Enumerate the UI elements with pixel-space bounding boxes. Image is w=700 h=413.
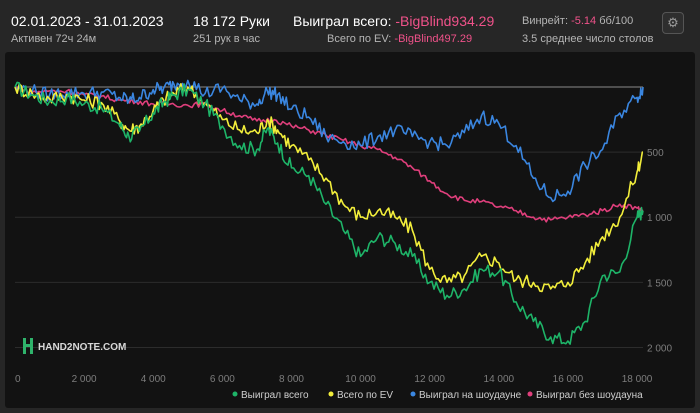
legend-label: Выиграл без шоудауна [536, 389, 643, 401]
y-tick-label: 1 000 [647, 213, 672, 224]
winrate: Винрейт: -5.14 бб/100 [522, 15, 633, 27]
active-time: Активен 72ч 24м [11, 33, 97, 45]
hands-per-hour: 251 рук в час [193, 33, 261, 45]
x-tick-label: 2 000 [72, 374, 97, 385]
chart-legend: Выиграл всего Всего по EV Выиграл на шоуда… [232, 389, 644, 401]
avg-tables: 3.5 среднее число столов [522, 33, 654, 45]
chart-series [14, 79, 644, 345]
ev-total-label: Всего по EV: [327, 33, 392, 45]
x-tick-label: 14 000 [484, 374, 515, 385]
y-tick-label: 2 000 [647, 343, 672, 354]
won-total-value: -BigBlind934.29 [395, 13, 495, 29]
legend-label: Выиграл всего [241, 390, 309, 401]
winrate-label: Винрейт: [522, 15, 569, 27]
series-line-0 [14, 81, 644, 345]
settings-button[interactable]: ⚙ [662, 12, 684, 34]
ev-total-value: -BigBlind497.29 [394, 33, 473, 45]
profit-chart: 500 1 000 1 500 2 000 0 2 000 4 000 6 000 8 000… [14, 79, 672, 401]
legend-marker [410, 391, 416, 397]
winrate-unit: бб/100 [599, 15, 634, 27]
won-total: Выиграл всего: -BigBlind934.29 [293, 13, 494, 29]
chart-grid [15, 151, 643, 348]
y-axis-labels: 500 1 000 1 500 2 000 [647, 148, 672, 354]
hand2note-logo-icon [23, 338, 33, 354]
series-line-2 [14, 79, 644, 203]
winrate-value: -5.14 [571, 15, 597, 27]
legend-item[interactable]: Всего по EV [328, 390, 394, 401]
legend-label: Выиграл на шоудауне [419, 390, 522, 401]
legend-marker [527, 391, 533, 397]
watermark-text: HAND2NOTE.COM [38, 342, 126, 353]
watermark: HAND2NOTE.COM [23, 338, 126, 354]
x-tick-label: 12 000 [414, 374, 445, 385]
x-axis-labels: 0 2 000 4 000 6 000 8 000 10 000 12 000 14 000 1… [15, 374, 653, 385]
legend-item[interactable]: Выиграл всего [232, 390, 310, 401]
series-line-1 [14, 83, 644, 293]
legend-marker [328, 391, 334, 397]
x-tick-label: 6 000 [210, 374, 235, 385]
x-tick-label: 4 000 [141, 374, 166, 385]
x-tick-label: 10 000 [345, 374, 376, 385]
x-tick-label: 8 000 [279, 374, 304, 385]
x-tick-label: 16 000 [553, 374, 584, 385]
ev-total: Всего по EV: -BigBlind497.29 [327, 33, 472, 45]
x-tick-label: 0 [15, 374, 21, 385]
gear-icon: ⚙ [667, 15, 679, 30]
legend-label: Всего по EV [337, 390, 393, 401]
legend-item[interactable]: Выиграл на шоудауне [410, 390, 522, 401]
legend-marker [232, 391, 238, 397]
legend-item[interactable]: Выиграл без шоудауна [527, 389, 644, 401]
x-tick-label: 18 000 [622, 374, 653, 385]
chart-panel: 500 1 000 1 500 2 000 0 2 000 4 000 6 000 8 000… [5, 52, 695, 408]
won-total-label: Выиграл всего: [293, 13, 392, 29]
y-tick-label: 500 [647, 148, 664, 159]
date-range[interactable]: 02.01.2023 - 31.01.2023 [11, 13, 164, 29]
y-tick-label: 1 500 [647, 278, 672, 289]
hands-count: 18 172 Руки [193, 13, 270, 29]
summary-header: 02.01.2023 - 31.01.2023 Активен 72ч 24м … [0, 0, 700, 52]
